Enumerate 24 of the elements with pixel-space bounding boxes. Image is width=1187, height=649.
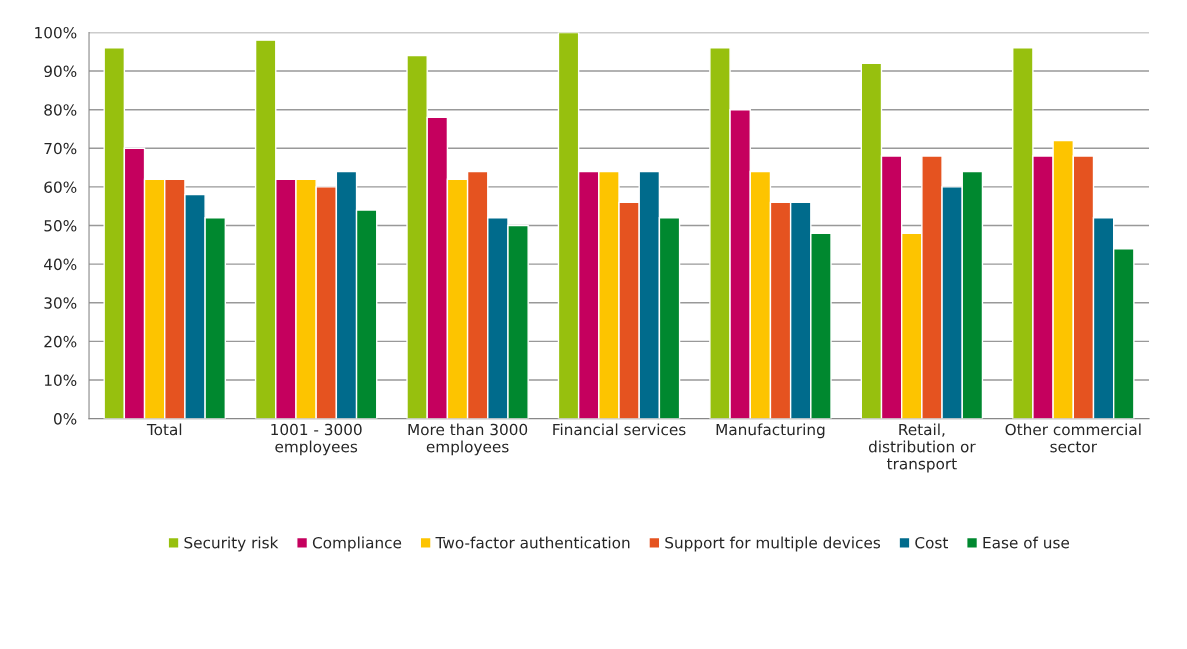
y-tick-label: 90% — [44, 65, 77, 78]
legend-label: Two-factor authentication — [435, 536, 630, 549]
legend-label: Support for multiple devices — [665, 536, 881, 552]
y-tick-label: 100% — [35, 26, 77, 39]
x-tick-label: Total — [146, 423, 182, 436]
x-tick-label: 1001 - 3000 employees — [271, 423, 362, 456]
y-tick-label: 80% — [44, 104, 77, 116]
x-tick-label: More than 3000 employees — [408, 423, 528, 456]
y-tick-label: 50% — [44, 219, 77, 232]
x-tick-label: Manufacturing — [716, 423, 825, 439]
y-tick-label: 30% — [44, 297, 77, 309]
y-tick-label: 10% — [44, 374, 77, 387]
y-tick-label: 40% — [44, 258, 77, 271]
legend-label: Security risk — [184, 536, 279, 552]
legend-label: Compliance — [312, 536, 402, 552]
x-tick-label: Financial services — [553, 423, 686, 436]
legend-label: Cost — [915, 536, 949, 549]
x-tick-label: Retail, distribution or transport — [868, 423, 976, 473]
y-tick-label: 70% — [44, 142, 77, 155]
y-tick-label: 0% — [53, 413, 77, 425]
x-tick-label: Other commercial sector — [1005, 423, 1141, 453]
legend-label: Ease of use — [983, 536, 1070, 549]
y-tick-label: 20% — [44, 335, 77, 348]
y-tick-label: 60% — [44, 181, 77, 193]
